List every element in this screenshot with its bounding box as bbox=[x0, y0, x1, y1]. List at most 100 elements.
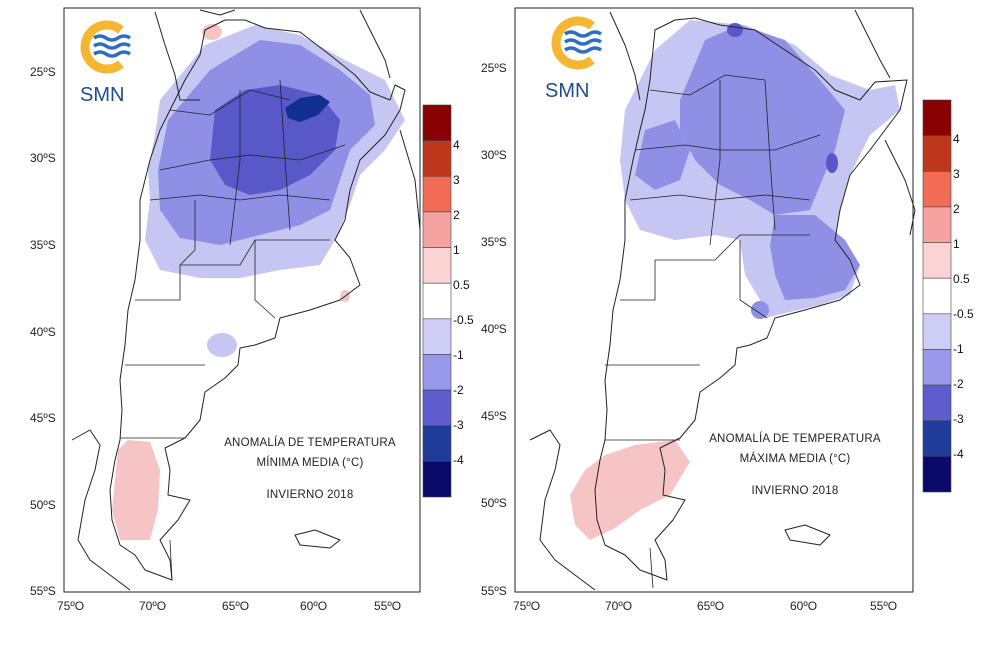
colorbar-swatch bbox=[922, 170, 952, 208]
x-axis: 75ºO 70ºO 65ºO 60ºO 55ºO bbox=[513, 599, 897, 613]
uruguay-brazil-border bbox=[399, 129, 421, 231]
anomaly-zone-minus-3-b bbox=[826, 153, 838, 173]
map-title-line2: MÁXIMA MEDIA (°C) bbox=[740, 452, 851, 465]
colorbar-swatch bbox=[922, 277, 952, 315]
colorbar-label: -1 bbox=[453, 348, 464, 362]
province-line bbox=[739, 240, 768, 319]
province-line bbox=[655, 234, 810, 261]
colorbar-label: -4 bbox=[953, 447, 964, 461]
paraguay-border bbox=[854, 9, 891, 79]
colorbar-label: 2 bbox=[453, 208, 460, 222]
smn-logo-text: SMN bbox=[80, 84, 124, 106]
anomaly-zone-plus-05-patagonia bbox=[112, 440, 160, 540]
province-line bbox=[169, 89, 291, 116]
colorbar-label: 4 bbox=[453, 138, 460, 152]
colorbar-swatch bbox=[422, 104, 452, 141]
colorbar-swatch bbox=[922, 349, 952, 386]
smn-logo: SMN bbox=[80, 20, 131, 106]
colorbar-label: 3 bbox=[953, 167, 960, 181]
map-figure-max: 25ºS 30ºS 35ºS 40ºS 45ºS 50ºS 55ºS 75ºO … bbox=[481, 7, 974, 613]
x-tick-label: 65ºO bbox=[222, 599, 249, 613]
anomaly-shading bbox=[112, 24, 405, 540]
y-tick-label: 45ºS bbox=[481, 409, 507, 423]
y-tick-label: 35ºS bbox=[30, 238, 56, 252]
colorbar-swatch bbox=[422, 247, 452, 284]
colorbar-label: 2 bbox=[953, 202, 960, 216]
colorbar-label: 1 bbox=[453, 243, 460, 257]
map-panel-min-temp: 25ºS 30ºS 35ºS 40ºS 45ºS 50ºS 55ºS 75ºO … bbox=[0, 0, 480, 645]
province-line bbox=[649, 547, 654, 589]
colorbar-label: 1 bbox=[953, 237, 960, 251]
colorbar-swatch bbox=[422, 354, 452, 391]
map-season-label: INVIERNO 2018 bbox=[267, 489, 354, 501]
colorbar-label: 0.5 bbox=[953, 272, 970, 286]
y-tick-label: 55ºS bbox=[481, 584, 507, 598]
y-tick-label: 50ºS bbox=[481, 496, 507, 510]
province-line bbox=[180, 239, 330, 266]
x-axis: 75ºO 70ºO 65ºO 60ºO 55ºO bbox=[57, 599, 401, 613]
x-tick-label: 65ºO bbox=[697, 599, 724, 613]
wave-icon bbox=[564, 38, 602, 46]
anomaly-zone-minus-3 bbox=[727, 23, 743, 37]
y-tick-label: 45ºS bbox=[30, 411, 56, 425]
colorbar-swatch bbox=[422, 175, 452, 213]
colorbar-swatch bbox=[922, 135, 952, 172]
map-season-label: INVIERNO 2018 bbox=[752, 485, 839, 497]
chile-border bbox=[609, 11, 641, 101]
anomaly-zone-minus-2-b bbox=[770, 215, 860, 300]
colorbar-swatches bbox=[422, 104, 452, 498]
wave-icon bbox=[93, 42, 131, 50]
colorbar-label: -3 bbox=[953, 412, 964, 426]
colorbar-swatch bbox=[922, 242, 952, 279]
anomaly-zone-minus-4 bbox=[285, 95, 330, 122]
argentina-outline bbox=[109, 19, 406, 581]
wave-icon bbox=[564, 46, 602, 54]
smn-logo-ring bbox=[80, 20, 124, 74]
colorbar-swatch bbox=[422, 461, 452, 498]
colorbar-swatch bbox=[422, 318, 452, 355]
malvinas-islands bbox=[294, 529, 341, 549]
y-tick-label: 35ºS bbox=[481, 235, 507, 249]
colorbar-label: -0.5 bbox=[953, 307, 974, 321]
malvinas-islands bbox=[784, 524, 831, 546]
y-axis: 25ºS 30ºS 35ºS 40ºS 45ºS 50ºS 55ºS bbox=[481, 61, 507, 598]
colorbar-label: 4 bbox=[953, 132, 960, 146]
colorbar-swatch bbox=[922, 384, 952, 422]
x-tick-label: 75ºO bbox=[57, 599, 84, 613]
bolivia-border bbox=[199, 9, 236, 16]
colorbar-label: -0.5 bbox=[453, 313, 474, 327]
anomaly-zone-minus-1-b bbox=[207, 333, 237, 357]
colorbar-swatch bbox=[422, 211, 452, 248]
map-title-line1: ANOMALÍA DE TEMPERATURA bbox=[709, 432, 881, 445]
colorbar-label: -2 bbox=[953, 377, 964, 391]
chile-south-coast bbox=[529, 429, 596, 591]
province-line bbox=[649, 74, 766, 96]
province-lines bbox=[605, 74, 821, 589]
province-line bbox=[764, 79, 776, 231]
x-tick-label: 60ºO bbox=[790, 599, 817, 613]
province-line bbox=[169, 539, 173, 581]
x-tick-label: 55ºO bbox=[374, 599, 401, 613]
colorbar-label: 0.5 bbox=[453, 278, 470, 292]
anomaly-zone-minus-2-c bbox=[635, 120, 690, 190]
colorbar-swatch bbox=[422, 140, 452, 177]
smn-logo-text: SMN bbox=[545, 80, 589, 102]
colorbar-label: -1 bbox=[953, 342, 964, 356]
y-tick-label: 30ºS bbox=[481, 148, 507, 162]
province-line bbox=[229, 90, 241, 246]
x-tick-label: 55ºO bbox=[870, 599, 897, 613]
anomaly-zone-minus-2 bbox=[680, 25, 845, 215]
anomaly-zone-plus-05-north bbox=[202, 24, 222, 40]
colorbar-swatches bbox=[922, 99, 952, 493]
anomaly-shading bbox=[570, 20, 900, 540]
wave-icon bbox=[93, 50, 131, 58]
y-tick-label: 40ºS bbox=[30, 325, 56, 339]
province-line bbox=[709, 80, 721, 246]
anomaly-zone-minus-2-d bbox=[751, 301, 769, 319]
colorbar-swatch bbox=[922, 99, 952, 136]
x-tick-label: 70ºO bbox=[605, 599, 632, 613]
y-tick-label: 25ºS bbox=[481, 61, 507, 75]
province-line bbox=[279, 79, 291, 231]
colorbar-left: 4 3 2 1 0.5 -0.5 -1 -2 -3 -4 bbox=[422, 104, 474, 498]
map-figure-min: 25ºS 30ºS 35ºS 40ºS 45ºS 50ºS 55ºS 75ºO … bbox=[30, 7, 474, 613]
